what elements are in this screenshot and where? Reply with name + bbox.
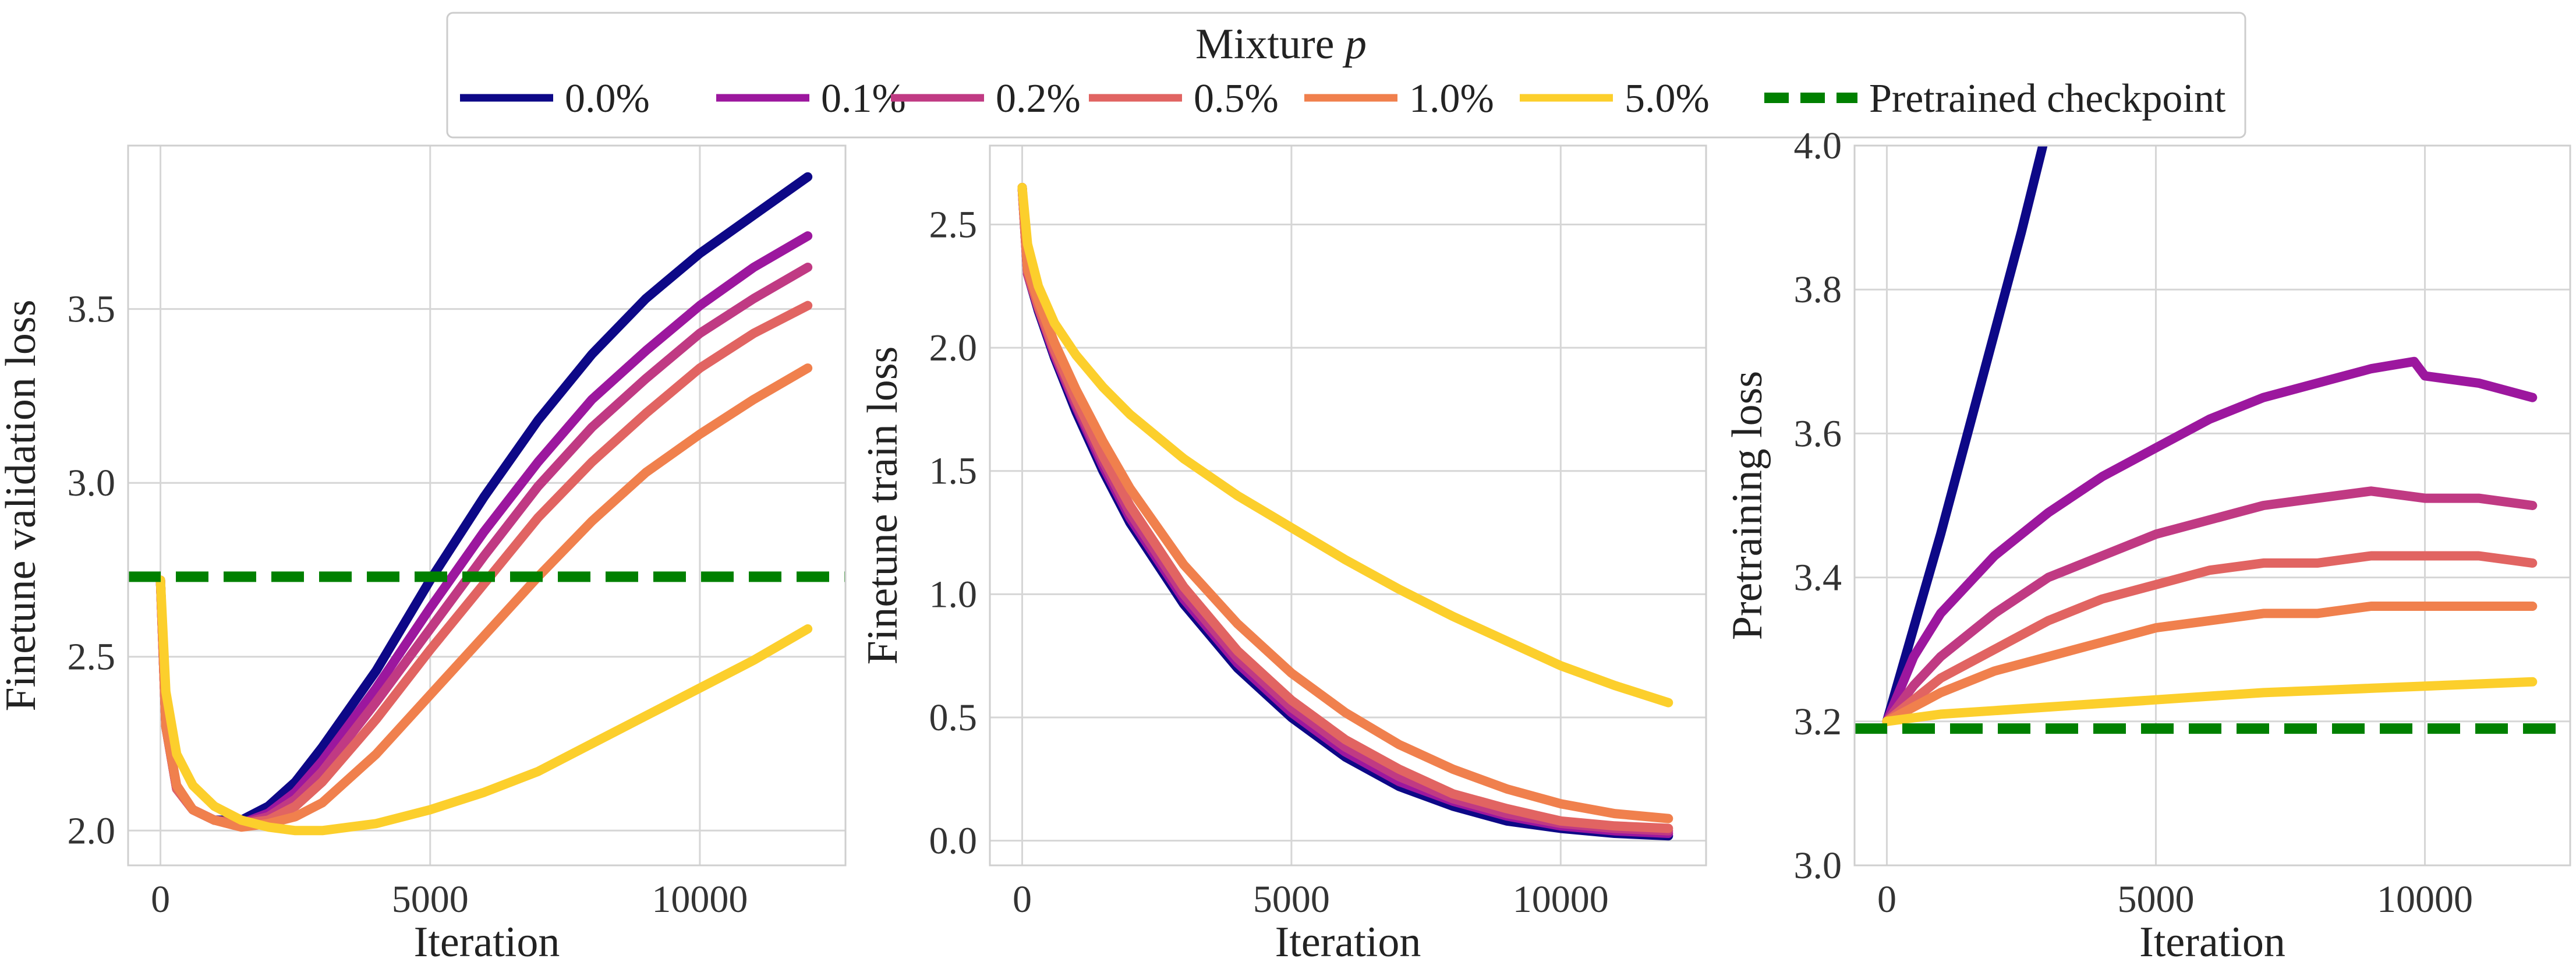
legend-entry-0-0: 0.0% [460, 76, 650, 121]
legend-entries: 0.0% 0.1% 0.2% 0.5% 1.0% 5.0% Pretrained check… [460, 76, 2226, 121]
y-tick-label: 3.5 [68, 288, 116, 331]
series-line-5-0 [1882, 677, 2538, 726]
x-tick-label: 10000 [2377, 878, 2473, 921]
legend-label-0-0: 0.0% [565, 76, 650, 121]
series-group [1017, 183, 1673, 841]
x-tick-label: 0 [1877, 878, 1896, 921]
series-line-0-5 [1882, 551, 2538, 726]
x-axis-label: Iteration [414, 918, 560, 966]
series-line-1-0 [155, 363, 813, 832]
axes-frame [1853, 144, 2571, 867]
y-tick-label: 2.5 [929, 203, 978, 246]
legend-label-pretrained-checkpoint: Pretrained checkpoint [1869, 76, 2226, 121]
y-tick-label: 4.0 [1794, 125, 1842, 167]
y-tick-label: 3.0 [1794, 844, 1842, 887]
legend-label-1-0: 1.0% [1409, 76, 1494, 121]
y-tick-label: 3.2 [1794, 701, 1842, 743]
y-tick-label: 1.0 [929, 573, 978, 616]
series-line-0-1 [1882, 356, 2538, 726]
panel-pretraining-loss: 0 5000 10000 3.0 3.2 3.4 3.6 3.8 4.0 Iteration Pre… [1724, 125, 2571, 966]
x-tick-label: 0 [151, 878, 170, 921]
plot-area [128, 146, 845, 865]
series-line-0-0 [1882, 146, 2048, 726]
y-tick-label: 3.8 [1794, 268, 1842, 311]
legend: Mixture p 0.0% 0.1% 0.2% 0.5% 1.0% 5.0% Pretra… [446, 12, 2246, 139]
legend-entry-pretrained-checkpoint: Pretrained checkpoint [1764, 76, 2226, 121]
series-line-5-0 [155, 575, 813, 836]
legend-label-0-5: 0.5% [1194, 76, 1279, 121]
legend-title: Mixture p [1195, 20, 1367, 68]
y-tick-label: 3.6 [1794, 412, 1842, 455]
series-line-1-0 [1017, 183, 1673, 823]
plot-area [1855, 146, 2570, 865]
x-tick-label: 0 [1013, 878, 1032, 921]
legend-label-5-0: 5.0% [1625, 76, 1710, 121]
x-tick-label: 5000 [1253, 878, 1330, 921]
legend-frame [446, 12, 2246, 139]
y-axis-label: Finetune validation loss [0, 299, 45, 711]
x-axis-label: Iteration [1275, 918, 1421, 966]
grid [128, 146, 845, 865]
y-tick-label: 2.5 [68, 636, 116, 678]
panel-finetune-validation-loss: 0 5000 10000 2.0 2.5 3.0 3.5 Iteration Finetune … [0, 144, 847, 966]
y-tick-label: 3.0 [68, 462, 116, 504]
x-axis-label: Iteration [2139, 918, 2285, 966]
x-tick-label: 5000 [392, 878, 469, 921]
y-tick-label: 1.5 [929, 450, 978, 493]
series-line-5-0 [1017, 183, 1673, 708]
y-axis-label: Pretraining loss [1724, 371, 1771, 640]
y-tick-label: 2.0 [929, 327, 978, 369]
series-group [155, 172, 813, 836]
series-line-0-2 [1882, 486, 2538, 726]
legend-entry-5-0: 5.0% [1520, 76, 1710, 121]
x-tick-label: 10000 [652, 878, 748, 921]
legend-entry-0-2: 0.2% [891, 76, 1081, 121]
y-axis-label: Finetune train loss [859, 346, 907, 665]
y-tick-label: 0.0 [929, 820, 978, 862]
panel-finetune-train-loss: 0 5000 10000 0.0 0.5 1.0 1.5 2.0 2.5 Iteration Fin… [859, 144, 1707, 966]
axes-frame [127, 144, 847, 867]
legend-entry-0-5: 0.5% [1089, 76, 1279, 121]
x-tick-label: 10000 [1513, 878, 1609, 921]
y-tick-label: 3.4 [1794, 557, 1842, 599]
x-tick-label: 5000 [2117, 878, 2194, 921]
y-tick-label: 0.5 [929, 696, 978, 739]
axes-frame [989, 144, 1707, 867]
series-line-1-0 [1882, 602, 2538, 726]
legend-entry-1-0: 1.0% [1304, 76, 1494, 121]
legend-label-0-2: 0.2% [996, 76, 1081, 121]
series-group [1882, 146, 2538, 726]
y-tick-label: 2.0 [68, 809, 116, 852]
